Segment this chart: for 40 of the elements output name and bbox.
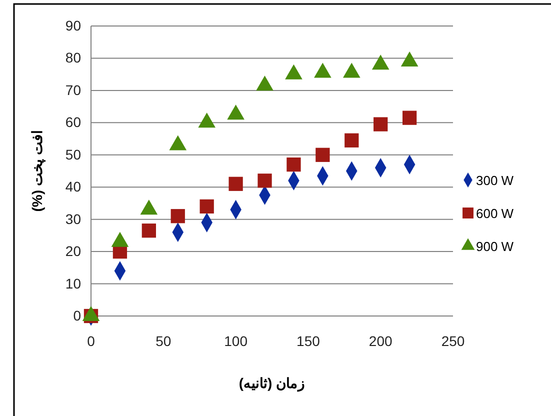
point bbox=[344, 133, 359, 148]
point bbox=[372, 54, 390, 70]
x-axis-title: زمان (ثانیه) bbox=[238, 375, 306, 392]
point bbox=[402, 110, 417, 125]
point bbox=[400, 51, 418, 66]
y-tick-label: 50 bbox=[65, 146, 82, 162]
x-tick-label: 200 bbox=[368, 332, 392, 349]
y-tick-label: 70 bbox=[65, 82, 82, 98]
point bbox=[258, 174, 272, 188]
y-axis-title: افت پخت (%) bbox=[29, 130, 46, 212]
point bbox=[316, 148, 330, 162]
legend-label: 600 W bbox=[476, 206, 514, 221]
y-tick-label: 30 bbox=[65, 210, 82, 227]
point bbox=[169, 135, 187, 150]
y-tick-label: 60 bbox=[65, 114, 82, 130]
y-tick-label: 10 bbox=[65, 275, 82, 292]
point bbox=[256, 76, 274, 91]
point bbox=[142, 224, 156, 238]
point bbox=[374, 117, 388, 132]
point bbox=[314, 62, 332, 78]
y-tick-label: 80 bbox=[65, 50, 82, 66]
y-tick-label: 0 bbox=[73, 307, 82, 324]
point bbox=[342, 62, 360, 78]
point bbox=[285, 64, 302, 80]
point bbox=[227, 104, 244, 120]
x-tick-label: 0 bbox=[87, 332, 96, 349]
point bbox=[198, 112, 216, 128]
y-tick-label: 90 bbox=[65, 17, 82, 34]
point bbox=[286, 157, 301, 172]
legend-label: 900 W bbox=[476, 239, 514, 254]
point bbox=[170, 209, 185, 224]
legend-label: 300 W bbox=[476, 173, 514, 188]
point bbox=[228, 176, 243, 191]
y-tick-label: 40 bbox=[65, 178, 82, 195]
x-tick-label: 150 bbox=[296, 332, 320, 349]
x-tick-label: 50 bbox=[156, 332, 172, 349]
x-tick-label: 100 bbox=[224, 332, 248, 349]
x-tick-label: 250 bbox=[441, 332, 465, 349]
point bbox=[200, 199, 214, 214]
y-tick-label: 20 bbox=[65, 243, 82, 260]
